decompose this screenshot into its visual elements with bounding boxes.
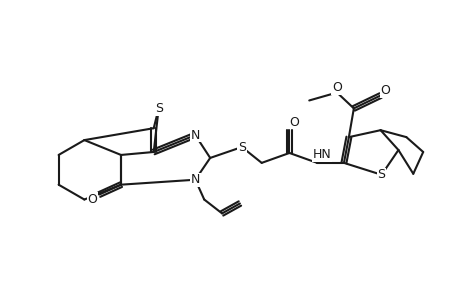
Text: O: O: [87, 193, 97, 206]
Text: O: O: [380, 84, 390, 97]
Text: S: S: [154, 102, 162, 115]
Text: N: N: [190, 129, 200, 142]
Text: O: O: [289, 116, 299, 129]
Text: S: S: [377, 168, 385, 181]
Text: N: N: [190, 173, 200, 186]
Text: HN: HN: [312, 148, 331, 161]
Text: S: S: [237, 140, 246, 154]
Text: O: O: [331, 81, 341, 94]
